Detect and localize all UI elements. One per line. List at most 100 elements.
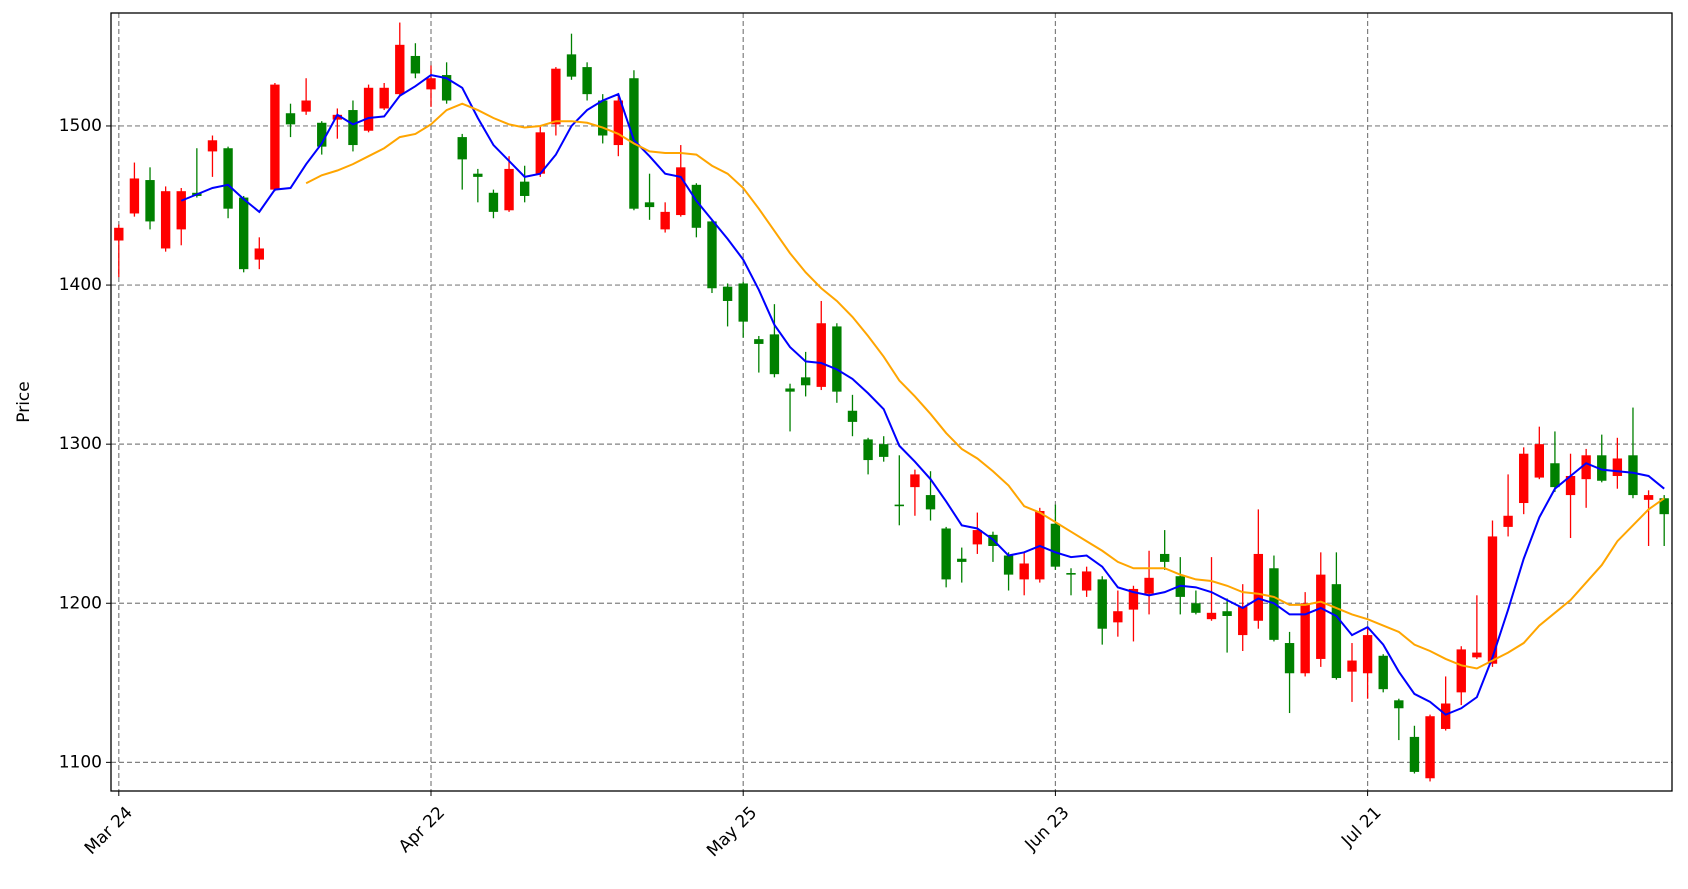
x-tick-label: May 25	[703, 803, 761, 861]
candle-body	[1331, 584, 1342, 679]
candle-body	[1238, 606, 1248, 636]
candle-body	[1050, 523, 1061, 567]
candle-body	[1628, 455, 1638, 496]
candle-body	[1565, 475, 1576, 496]
candle-body	[473, 173, 483, 177]
candle-body	[317, 122, 327, 147]
candle-body	[972, 530, 983, 545]
candle-body	[1191, 603, 1201, 613]
candle-body	[722, 286, 733, 301]
moving-average-line	[180, 73, 1665, 716]
candle-body	[1097, 579, 1107, 629]
candle-body	[129, 178, 140, 214]
candle-body	[1659, 498, 1669, 515]
y-tick-label: 1300	[59, 434, 102, 454]
candle-body	[769, 334, 780, 375]
candle-body	[816, 323, 826, 387]
candle-body	[1206, 612, 1217, 620]
candle-body	[1534, 444, 1544, 478]
candle-body	[1643, 495, 1654, 500]
candle-body	[348, 110, 358, 146]
candle-body	[1159, 553, 1170, 562]
candle-body	[1066, 573, 1076, 575]
candle-body	[301, 100, 311, 112]
candle-body	[363, 87, 374, 131]
candle-body	[207, 140, 218, 152]
candle-body	[644, 202, 655, 208]
candle-body	[519, 181, 530, 196]
candle-body	[426, 78, 436, 90]
candle-body	[1550, 463, 1560, 488]
candle-body	[395, 44, 405, 95]
candle-body	[879, 444, 889, 457]
x-tick-label: Jun 23	[1021, 803, 1074, 856]
candle-body	[1581, 455, 1591, 480]
candle-body	[1425, 716, 1435, 779]
candle-body	[863, 439, 873, 461]
candle-body	[1394, 700, 1404, 709]
candle-body	[332, 114, 343, 120]
candle-body	[598, 100, 608, 136]
candle-body	[1597, 455, 1607, 481]
moving-average-line	[305, 102, 1665, 670]
candle-body	[488, 192, 499, 212]
candle-body	[254, 248, 264, 260]
candle-body	[1378, 655, 1388, 690]
candle-body	[1316, 574, 1326, 659]
candle-body	[707, 221, 717, 289]
candle-body	[800, 377, 811, 386]
candle-body	[160, 191, 171, 249]
candle-body	[176, 191, 186, 230]
candle-body	[1113, 611, 1123, 623]
y-tick-label: 1100	[59, 752, 102, 772]
candle-body	[613, 100, 624, 146]
y-tick-label: 1400	[59, 275, 102, 295]
candle-body	[566, 54, 577, 77]
candle-body	[925, 495, 936, 510]
candle-body	[535, 132, 545, 174]
candle-body	[582, 67, 592, 95]
candle-body	[1222, 611, 1232, 616]
candle-body	[1519, 453, 1529, 504]
candle-body	[1284, 643, 1295, 674]
plot-frame	[110, 12, 1673, 792]
y-axis-label: Price	[14, 381, 34, 422]
candle-body	[1612, 458, 1623, 476]
candle-body	[1081, 571, 1092, 591]
candle-body	[1503, 515, 1513, 527]
candle-body	[504, 168, 514, 211]
y-tick-label: 1500	[59, 116, 102, 136]
candle-body	[551, 68, 561, 125]
candle-body	[1347, 660, 1357, 672]
candle-body	[1019, 563, 1029, 580]
candle-body	[1003, 555, 1014, 575]
candle-body	[910, 474, 920, 488]
candle-body	[239, 197, 249, 270]
candle-body	[1128, 588, 1139, 610]
candle-body	[847, 410, 858, 422]
candle-body	[457, 137, 467, 160]
candle-body	[1409, 736, 1420, 772]
candle-body	[676, 167, 686, 216]
candle-body	[894, 504, 904, 507]
y-tick-label: 1200	[59, 593, 102, 613]
candle-body	[1362, 635, 1373, 674]
candle-body	[785, 388, 795, 392]
candle-body	[285, 113, 296, 125]
candle-body	[1144, 577, 1154, 594]
candle-body	[410, 55, 421, 74]
candle-body	[1253, 553, 1264, 621]
candle-body	[441, 75, 452, 101]
candle-body	[738, 283, 748, 322]
candle-body	[1472, 652, 1482, 658]
x-tick-label: Apr 22	[395, 803, 449, 857]
candle-body	[1440, 703, 1451, 729]
candle-body	[691, 184, 702, 228]
candle-body	[145, 180, 155, 222]
candle-body	[114, 227, 124, 241]
candle-body	[1456, 649, 1466, 693]
candle-body	[223, 148, 233, 209]
candle-body	[379, 87, 389, 109]
